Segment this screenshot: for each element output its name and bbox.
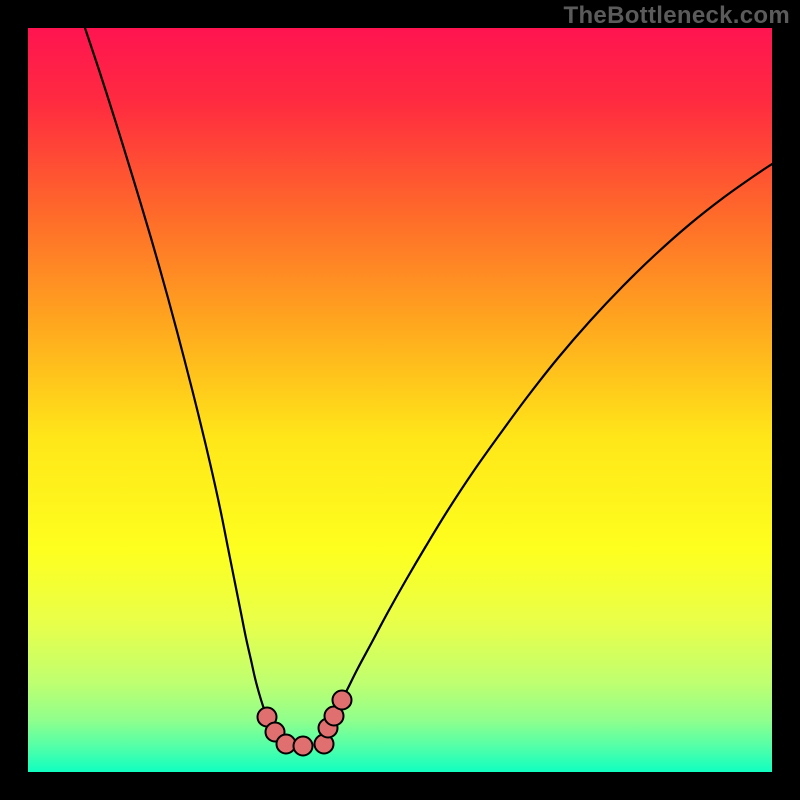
marker-point [294,737,313,756]
right-curve [334,164,772,716]
chart-svg [28,28,772,772]
marker-point [277,735,296,754]
plot-area [28,28,772,772]
marker-point [333,691,352,710]
left-curve [85,28,267,717]
watermark-text: TheBottleneck.com [564,2,790,30]
